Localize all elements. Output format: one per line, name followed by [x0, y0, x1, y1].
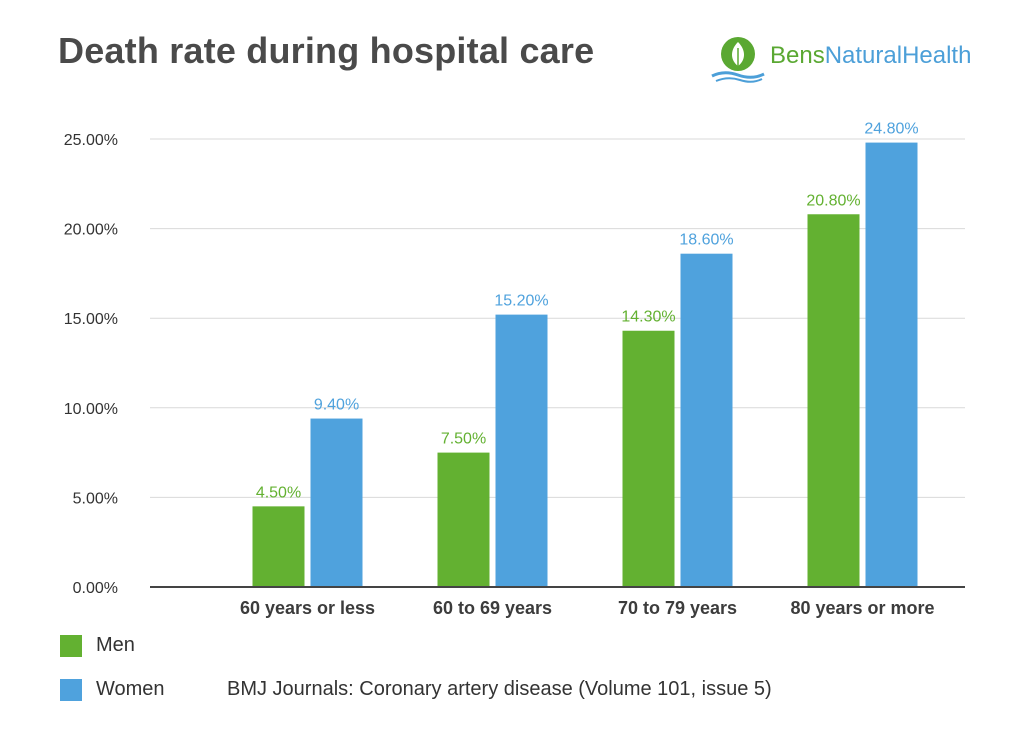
data-label-men: 20.80% [806, 192, 860, 209]
y-tick-label: 10.00% [64, 401, 118, 418]
y-tick-label: 0.00% [73, 580, 118, 597]
data-label-men: 7.50% [441, 431, 486, 448]
bar-men [437, 452, 490, 587]
legend-item-men: Men [60, 634, 135, 657]
bar-women [680, 253, 733, 588]
chart-title: Death rate during hospital care [58, 30, 595, 71]
data-label-women: 9.40% [314, 397, 359, 414]
x-category-label: 60 years or less [240, 598, 375, 618]
bar-chart: 0.00% 5.00% 10.00% 15.00% 20.00% 25.00% 4.50%… [64, 121, 965, 618]
x-category-label: 70 to 79 years [618, 598, 737, 618]
bar-women [495, 314, 548, 587]
y-tick-label: 15.00% [64, 311, 118, 328]
leaf-water-icon [711, 37, 765, 83]
brand-logo: BensNaturalHealth [708, 34, 978, 84]
x-axis-categories: 60 years or less 60 to 69 years 70 to 79 y… [240, 598, 935, 618]
bar-women [865, 142, 918, 588]
legend-item-women: Women [60, 678, 165, 701]
legend-label-men: Men [96, 634, 135, 656]
data-label-women: 18.60% [679, 232, 733, 249]
y-tick-label: 5.00% [73, 490, 118, 507]
data-label-women: 24.80% [864, 121, 918, 138]
bar-men [622, 330, 675, 587]
bar-men [252, 506, 305, 587]
data-label-men: 14.30% [621, 309, 675, 326]
bar-women [310, 418, 363, 587]
y-tick-label: 25.00% [64, 132, 118, 149]
legend-swatch-women [60, 678, 82, 701]
x-category-label: 60 to 69 years [433, 598, 552, 618]
bar-men [807, 214, 860, 588]
bars [252, 142, 918, 588]
data-label-men: 4.50% [256, 484, 301, 501]
y-tick-label: 20.00% [64, 222, 118, 239]
brand-name: BensNaturalHealth [770, 42, 972, 69]
data-label-women: 15.20% [494, 293, 548, 310]
x-category-label: 80 years or more [790, 598, 934, 618]
data-labels: 4.50% 9.40% 7.50% 15.20% 14.30% 18.60% 20.80% 2… [256, 121, 919, 502]
legend-label-women: Women [96, 678, 165, 700]
source-citation: BMJ Journals: Coronary artery disease (V… [227, 678, 772, 700]
legend-swatch-men [60, 634, 82, 657]
y-axis-ticks: 0.00% 5.00% 10.00% 15.00% 20.00% 25.00% [64, 132, 118, 597]
